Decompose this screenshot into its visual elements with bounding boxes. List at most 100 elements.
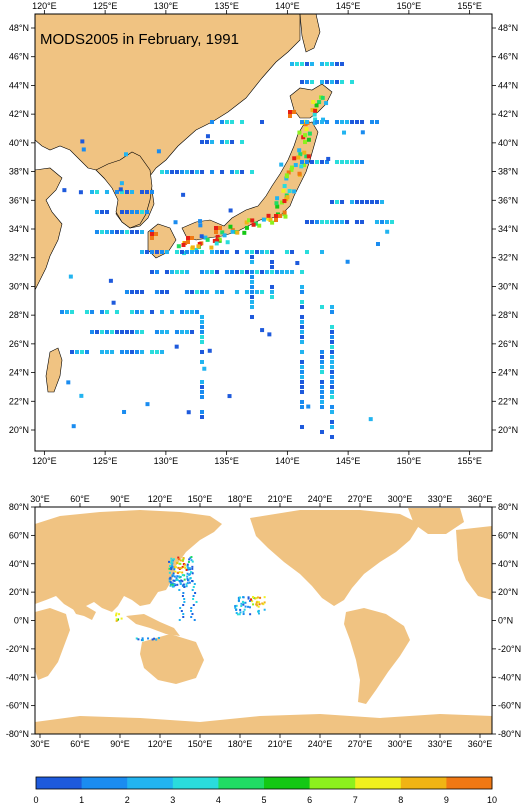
observation-cell xyxy=(235,170,239,174)
observation-cell xyxy=(185,310,189,314)
observation-cell xyxy=(263,596,266,599)
observation-cell xyxy=(305,80,309,84)
observation-cell xyxy=(301,163,306,168)
observation-cell xyxy=(195,170,199,174)
observation-cell xyxy=(220,140,224,144)
observation-cell xyxy=(165,270,169,274)
observation-cell xyxy=(250,285,254,289)
observation-cell xyxy=(108,278,113,283)
observation-cell xyxy=(215,290,219,294)
observation-cell xyxy=(175,270,179,274)
observation-cell xyxy=(145,402,150,407)
observation-cell xyxy=(182,251,187,256)
lat-tick-label: -80°N xyxy=(6,729,29,739)
map-title: MODS2005 in February, 1991 xyxy=(40,31,239,48)
observation-cell xyxy=(249,613,252,616)
observation-cell xyxy=(178,589,181,591)
observation-cell xyxy=(115,618,118,621)
lon-tick-label: 240°E xyxy=(308,494,333,504)
observation-cell xyxy=(260,328,265,333)
observation-cell xyxy=(293,163,298,168)
observation-cell xyxy=(330,385,334,389)
observation-cell xyxy=(205,140,209,144)
observation-cell xyxy=(179,566,182,569)
observation-cell xyxy=(255,250,259,254)
observation-cell xyxy=(135,210,139,214)
observation-cell xyxy=(179,575,182,578)
observation-cell xyxy=(330,425,334,429)
observation-cell xyxy=(198,223,203,228)
lon-tick-label: 30°E xyxy=(30,494,50,504)
observation-cell xyxy=(324,101,329,106)
observation-cell xyxy=(335,80,339,84)
observation-cell xyxy=(160,290,164,294)
observation-cell xyxy=(182,592,185,594)
lat-tick-label: 38°N xyxy=(9,167,29,177)
observation-cell xyxy=(250,270,254,274)
observation-cell xyxy=(145,190,149,194)
lon-tick-label: 240°E xyxy=(308,739,333,749)
observation-cell xyxy=(250,315,254,319)
lat-tick-label: 20°N xyxy=(498,425,518,435)
observation-cell xyxy=(189,556,192,559)
observation-cell xyxy=(292,110,296,114)
observation-cell xyxy=(120,230,124,234)
lat-tick-label: 32°N xyxy=(9,253,29,263)
observation-cell xyxy=(282,199,287,204)
observation-cell xyxy=(300,330,304,334)
observation-cell xyxy=(270,285,274,289)
observation-cell xyxy=(154,232,158,236)
observation-cell xyxy=(304,127,309,132)
observation-cell xyxy=(186,577,189,580)
observation-cell xyxy=(227,394,232,399)
lon-tick-label: 300°E xyxy=(388,494,413,504)
observation-cell xyxy=(214,241,219,246)
observation-cell xyxy=(200,250,204,254)
observation-cell xyxy=(330,335,334,339)
observation-cell xyxy=(220,170,224,174)
lat-tick-label: 0°N xyxy=(498,616,513,626)
observation-cell xyxy=(199,234,204,239)
observation-cell xyxy=(187,560,190,563)
observation-cell xyxy=(80,350,84,354)
observation-cell xyxy=(320,370,324,374)
observation-cell xyxy=(160,310,164,314)
observation-cell xyxy=(239,608,242,611)
observation-cell xyxy=(177,556,180,559)
colorbar-swatch xyxy=(81,777,128,789)
observation-cell xyxy=(242,603,245,606)
lat-tick-label: 22°N xyxy=(498,396,518,406)
observation-cell xyxy=(191,565,194,568)
observation-cell xyxy=(183,566,186,569)
observation-cell xyxy=(130,350,134,354)
observation-cell xyxy=(299,164,304,169)
observation-cell xyxy=(242,610,245,613)
observation-cell xyxy=(170,310,174,314)
lat-tick-label: 40°N xyxy=(9,559,29,569)
observation-cell xyxy=(186,565,189,568)
observation-cell xyxy=(275,196,280,201)
observation-cell xyxy=(191,567,194,570)
observation-cell xyxy=(250,218,255,223)
observation-cell xyxy=(240,602,243,605)
observation-cell xyxy=(240,605,243,608)
observation-cell xyxy=(230,140,234,144)
observation-cell xyxy=(130,190,134,194)
observation-cell xyxy=(180,330,184,334)
observation-cell xyxy=(250,295,254,299)
observation-cell xyxy=(225,270,229,274)
observation-cell xyxy=(168,577,171,580)
regional-lat-axis-right: 48°N 46°N 44°N 42°N 40°N 38°N 36°N 34°N 32°N 30°N… xyxy=(492,23,518,435)
observation-cell xyxy=(330,330,334,334)
observation-cell xyxy=(330,405,334,409)
lat-tick-label: 40°N xyxy=(9,138,29,148)
observation-cell xyxy=(270,260,274,264)
observation-cell xyxy=(186,582,189,585)
observation-cell xyxy=(330,345,334,349)
observation-cell xyxy=(242,230,247,235)
observation-cell xyxy=(225,140,229,144)
observation-cell xyxy=(185,290,189,294)
observation-cell xyxy=(168,580,171,583)
observation-cell xyxy=(183,574,186,577)
lon-tick-label: 125°E xyxy=(93,1,118,11)
